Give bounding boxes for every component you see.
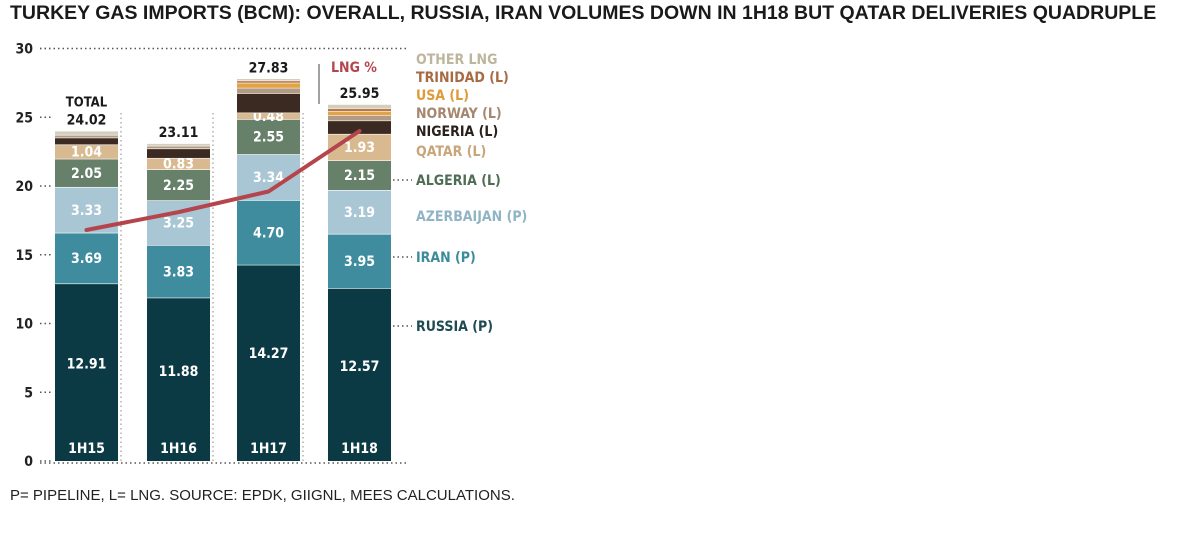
- bar-value-label: 3.69: [71, 251, 102, 267]
- bar-segment: [147, 244, 210, 298]
- bar-segment: [147, 148, 210, 158]
- bar-segment: [237, 112, 300, 120]
- legend-item: OTHER LNG: [416, 52, 497, 68]
- bar-segment: [55, 130, 118, 135]
- y-tick-label: 10: [15, 317, 33, 333]
- bar-value-label: 3.19: [344, 205, 375, 221]
- bar-value-label: 14.27: [249, 346, 289, 362]
- bar-segment: [328, 288, 391, 461]
- bar-value-label: 0.48: [253, 109, 284, 125]
- bar-value-label: 2.15: [344, 168, 375, 184]
- bar-segment: [55, 283, 118, 461]
- bar-segment: [237, 87, 300, 94]
- legend-item: ALGERIA (L): [416, 173, 501, 189]
- bar-value-label: 3.25: [163, 216, 194, 232]
- y-tick-label: 30: [15, 42, 33, 58]
- lng-percent-line: [84, 129, 362, 232]
- bar-segment: [55, 232, 118, 284]
- bar-segment: [328, 160, 391, 190]
- bar-1H15: 12.91 3.69 3.33 2.05 1.04 1H15 24.02: [55, 113, 118, 461]
- bar-value-label: 1.04: [71, 145, 102, 161]
- bar-segment: [328, 108, 391, 112]
- bar-segment: [147, 143, 210, 146]
- x-category-label: 1H18: [341, 441, 378, 457]
- bar-segment: [237, 93, 300, 113]
- bar-segment: [55, 158, 118, 187]
- legend-item: NORWAY (L): [416, 106, 502, 122]
- bar-value-label: 3.83: [163, 264, 194, 280]
- y-tick-label: 5: [24, 385, 33, 401]
- chart-title: TURKEY GAS IMPORTS (BCM): OVERALL, RUSSI…: [10, 2, 1157, 24]
- bar-segment: [55, 137, 118, 145]
- bar-total-label: 24.02: [67, 113, 107, 129]
- bar-total-label: 25.95: [340, 86, 380, 102]
- x-category-label: 1H16: [160, 441, 197, 457]
- y-tick-label: 15: [15, 248, 33, 264]
- bar-1H16: 11.88 3.83 3.25 2.25 0.83 1H16 23.11: [147, 125, 210, 461]
- bar-segment: [237, 80, 300, 83]
- bar-segment: [328, 120, 391, 134]
- bar-segment: [147, 169, 210, 201]
- bar-segment: [55, 144, 118, 159]
- y-tick-label: 25: [15, 110, 33, 126]
- bar-total-label: 23.11: [159, 125, 199, 141]
- bar-segment: [55, 134, 118, 138]
- legend-item: IRAN (P): [416, 250, 476, 266]
- bar-segment: [328, 233, 391, 289]
- bar-segment: [237, 78, 300, 81]
- legend-item: TRINIDAD (L): [416, 70, 509, 86]
- bar-value-label: 12.91: [67, 356, 107, 372]
- x-category-label: 1H17: [250, 441, 287, 457]
- bar-segment: [328, 104, 391, 109]
- bar-value-label: 1.93: [344, 140, 375, 156]
- legend-item: AZERBAIJAN (P): [416, 209, 527, 225]
- bar-value-label: 3.95: [344, 254, 375, 270]
- bar-value-label: 3.34: [253, 170, 284, 186]
- bar-segment: [147, 157, 210, 170]
- bar-value-label: 2.05: [71, 166, 102, 182]
- legend-item: RUSSIA (P): [416, 319, 493, 335]
- bar-total-label: 27.83: [249, 60, 289, 76]
- footnote: P= PIPELINE, L= LNG. SOURCE: EPDK, GIIGN…: [10, 487, 515, 504]
- bar-value-label: 2.55: [253, 130, 284, 146]
- bar-segment: [237, 119, 300, 155]
- bar-value-label: 2.25: [163, 178, 194, 194]
- bar-segment: [328, 115, 391, 121]
- bar-segment: [237, 200, 300, 265]
- y-tick-label: 20: [15, 179, 33, 195]
- bar-segment: [147, 297, 210, 461]
- bar-segment: [237, 264, 300, 461]
- bar-value-label: 3.33: [71, 203, 102, 219]
- bar-segment: [328, 189, 391, 234]
- bar-segment: [237, 82, 300, 88]
- legend-item: QATAR (L): [416, 144, 486, 160]
- lng-percent-label: LNG %: [331, 60, 377, 76]
- bar-segment: [147, 145, 210, 149]
- legend-item: NIGERIA (L): [416, 124, 498, 140]
- bar-1H17: 14.27 4.70 3.34 2.55 0.48 1H17 27.83: [237, 60, 300, 461]
- legend-item: USA (L): [416, 88, 469, 104]
- bar-value-label: 12.57: [340, 359, 380, 375]
- bar-value-label: 4.70: [253, 225, 284, 241]
- y-tick-label: 0: [24, 454, 33, 470]
- bar-value-label: 11.88: [159, 364, 199, 380]
- bar-segment: [328, 111, 391, 116]
- bar-value-label: 0.83: [163, 157, 194, 173]
- x-category-label: 1H15: [68, 441, 105, 457]
- total-caption: TOTAL: [66, 96, 108, 111]
- bar-1H18: 12.57 3.95 3.19 2.15 1.93 1H18 25.95: [328, 86, 391, 461]
